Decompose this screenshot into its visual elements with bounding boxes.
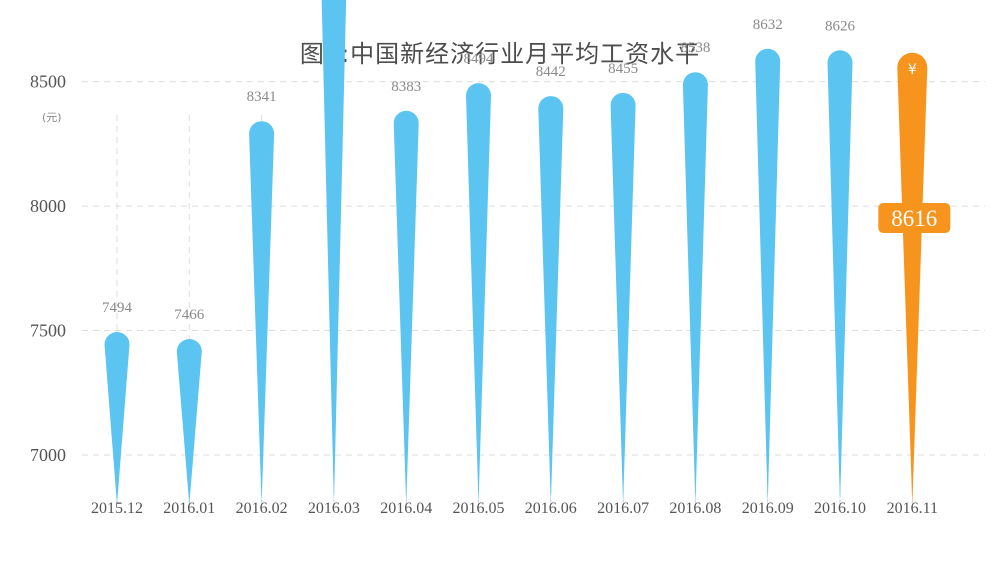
bar — [682, 72, 708, 505]
bar — [827, 50, 853, 505]
x-tick-label: 2016.07 — [597, 500, 649, 517]
bar — [176, 339, 202, 505]
bar — [466, 83, 491, 505]
callout-label: 8616 — [891, 206, 937, 231]
y-tick-label: 7500 — [30, 321, 66, 341]
x-tick-label: 2016.02 — [236, 500, 288, 517]
data-label: 7494 — [102, 300, 133, 316]
x-tick-label: 2016.04 — [380, 500, 432, 517]
data-label: 8626 — [825, 18, 856, 34]
callout-box — [878, 203, 951, 233]
bar — [610, 92, 636, 505]
x-tick-label: 2016.10 — [814, 500, 866, 517]
bar — [897, 52, 928, 505]
x-tick-label: 2016.06 — [525, 500, 577, 517]
x-tick-label: 2016.03 — [308, 500, 360, 517]
data-label: 8538 — [680, 40, 710, 56]
highlight-callout: 8616 — [878, 203, 951, 240]
data-label: 8494 — [464, 51, 495, 67]
data-label: 8442 — [536, 64, 566, 80]
x-tick-label: 2016.08 — [669, 500, 721, 517]
bar — [104, 332, 130, 505]
x-tick-label: 2016.05 — [453, 500, 505, 517]
data-label: 7466 — [174, 307, 205, 323]
x-tick-label: 2016.11 — [887, 500, 938, 517]
data-label: 8341 — [247, 89, 277, 105]
data-label: 8632 — [753, 17, 783, 33]
y-axis-unit-label: (元) — [42, 111, 62, 124]
x-tick-label: 2016.09 — [742, 500, 794, 517]
yen-icon: ¥ — [908, 62, 917, 78]
y-tick-label: 7000 — [30, 445, 66, 465]
y-axis-ticks: 700075008000850090009500 — [30, 72, 66, 465]
bar — [249, 121, 275, 505]
bar — [393, 110, 419, 505]
chart-title: 图5:中国新经济行业月平均工资水平 — [299, 40, 701, 68]
callout-pointer — [907, 233, 918, 240]
data-label: 8455 — [608, 61, 638, 77]
value-labels: 7494746683418920838384948442845585388632… — [102, 17, 917, 323]
bars — [104, 0, 928, 505]
x-tick-label: 2015.12 — [91, 500, 143, 517]
bar — [538, 96, 564, 505]
bar — [321, 0, 347, 505]
y-tick-label: 8500 — [30, 72, 66, 92]
x-axis-ticks: 2015.12 2016.01 2016.02 2016.03 2016.04 2016.… — [91, 500, 938, 517]
x-tick-label: 2016.01 — [163, 500, 215, 517]
y-tick-label: 8000 — [30, 196, 66, 216]
data-label: 8383 — [391, 79, 421, 95]
bar — [755, 48, 781, 505]
